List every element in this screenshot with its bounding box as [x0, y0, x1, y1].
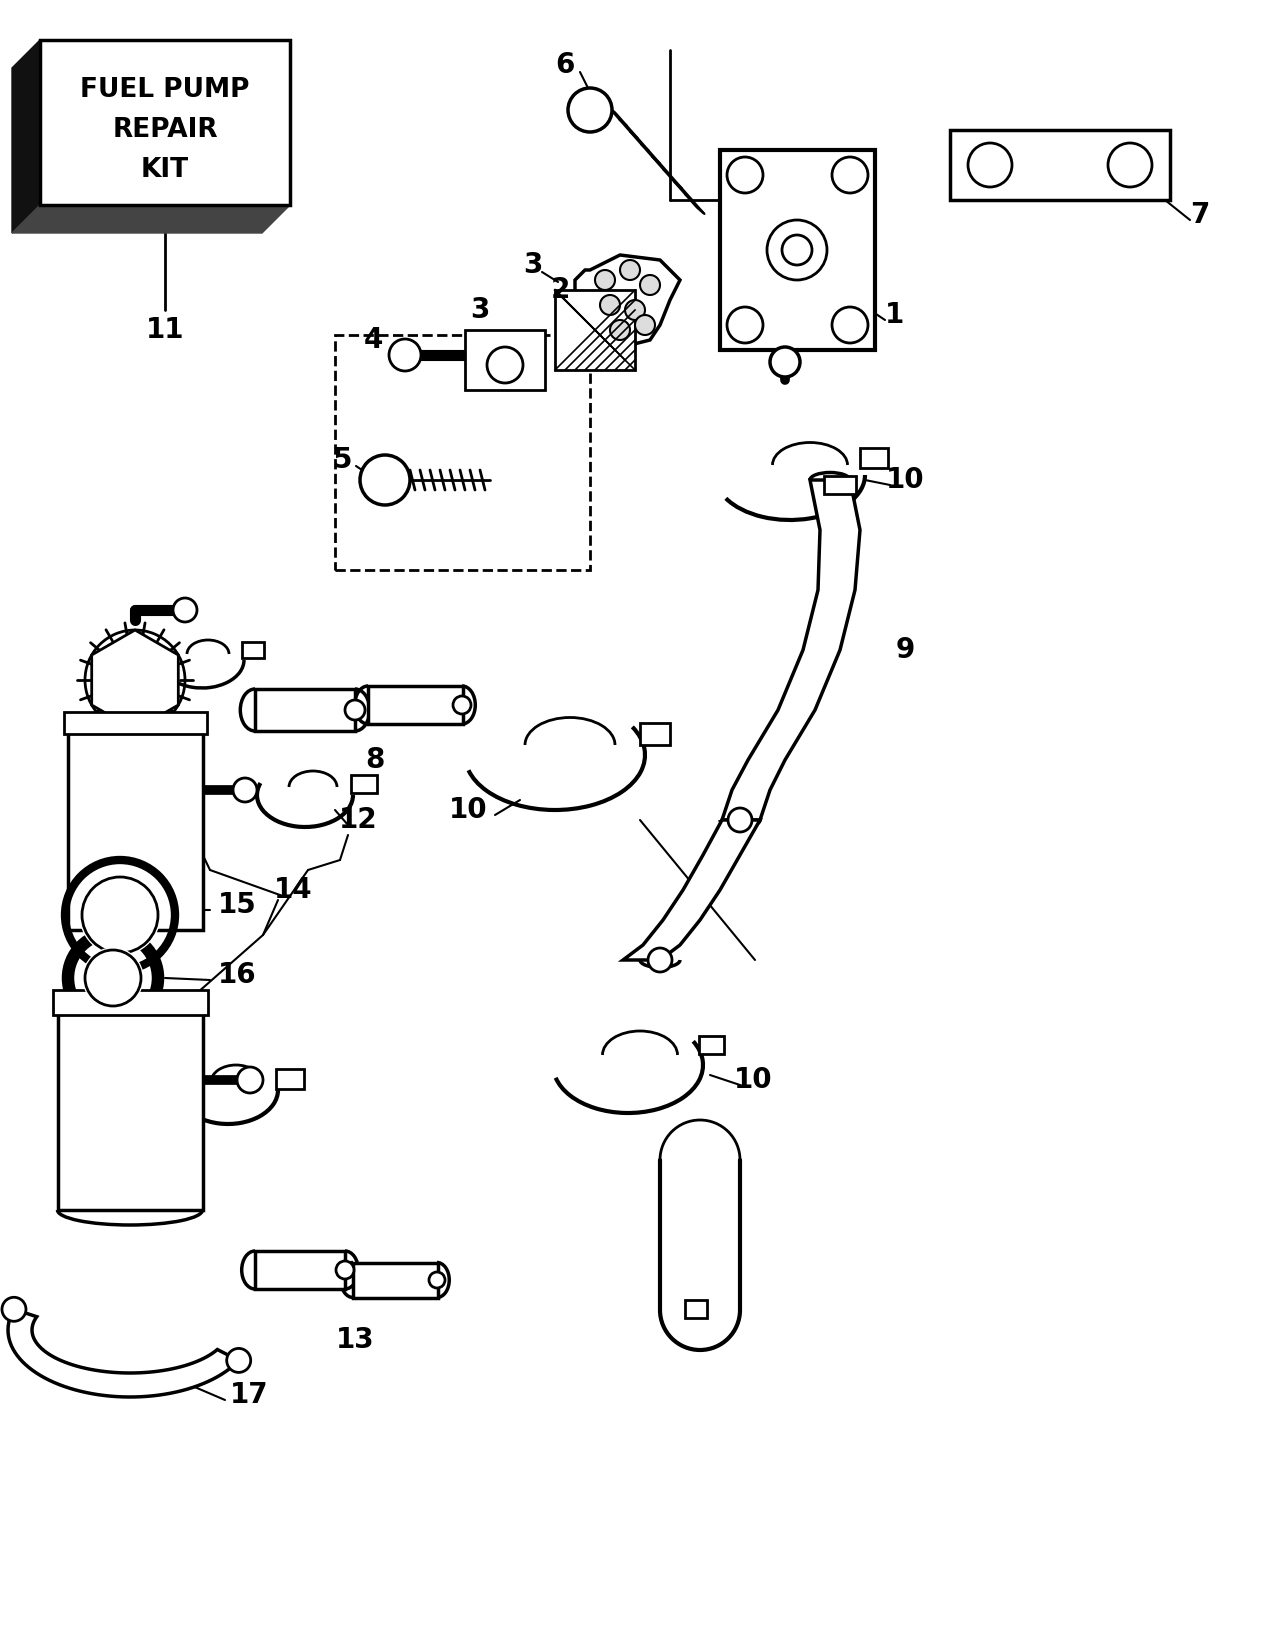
- Polygon shape: [12, 206, 291, 233]
- Bar: [950, 130, 1170, 201]
- Polygon shape: [8, 1309, 238, 1397]
- Text: KIT: KIT: [141, 156, 189, 182]
- Text: 10: 10: [733, 1065, 772, 1093]
- Bar: [68, 730, 204, 931]
- Text: 4: 4: [364, 326, 383, 353]
- Circle shape: [832, 156, 868, 192]
- Bar: [52, 990, 207, 1014]
- Circle shape: [968, 143, 1012, 187]
- Text: 3: 3: [524, 252, 543, 279]
- Text: 13: 13: [335, 1327, 374, 1355]
- Circle shape: [625, 299, 645, 321]
- Circle shape: [640, 275, 660, 294]
- Bar: [685, 1300, 707, 1318]
- Polygon shape: [575, 255, 680, 345]
- Text: 15: 15: [218, 891, 257, 919]
- Circle shape: [83, 949, 143, 1008]
- Circle shape: [79, 875, 160, 955]
- Polygon shape: [623, 820, 760, 960]
- Bar: [351, 774, 378, 792]
- Circle shape: [832, 307, 868, 344]
- Circle shape: [486, 347, 524, 383]
- Bar: [353, 1263, 438, 1299]
- Bar: [719, 150, 876, 350]
- Circle shape: [568, 89, 612, 132]
- Text: 10: 10: [449, 796, 488, 824]
- Text: 8: 8: [365, 746, 385, 774]
- Text: 7: 7: [1190, 201, 1210, 229]
- Circle shape: [771, 347, 800, 376]
- Circle shape: [648, 949, 672, 972]
- Circle shape: [782, 235, 812, 265]
- Circle shape: [595, 270, 614, 289]
- Text: 16: 16: [218, 962, 256, 990]
- Circle shape: [429, 1272, 445, 1287]
- Circle shape: [1108, 143, 1152, 187]
- Text: 1: 1: [886, 301, 905, 329]
- Circle shape: [635, 316, 655, 335]
- Bar: [824, 477, 856, 493]
- Text: 12: 12: [339, 806, 378, 834]
- Text: 17: 17: [230, 1381, 269, 1409]
- Circle shape: [3, 1297, 26, 1322]
- Circle shape: [360, 455, 410, 505]
- Text: 3: 3: [470, 296, 490, 324]
- Polygon shape: [722, 480, 860, 820]
- Circle shape: [620, 260, 640, 279]
- Circle shape: [389, 339, 421, 372]
- Bar: [64, 712, 207, 733]
- Circle shape: [728, 807, 753, 832]
- Text: 14: 14: [274, 876, 312, 904]
- Circle shape: [453, 695, 471, 713]
- Text: 10: 10: [886, 465, 924, 493]
- Bar: [255, 689, 355, 732]
- Bar: [465, 330, 545, 390]
- Bar: [369, 686, 463, 723]
- Text: FUEL PUMP: FUEL PUMP: [81, 77, 250, 104]
- Text: 6: 6: [556, 51, 575, 79]
- Text: 5: 5: [333, 446, 353, 473]
- Bar: [255, 1251, 346, 1289]
- Bar: [640, 723, 669, 745]
- Circle shape: [335, 1261, 355, 1279]
- Circle shape: [227, 1348, 251, 1373]
- Circle shape: [611, 321, 630, 340]
- Circle shape: [727, 156, 763, 192]
- Bar: [556, 289, 635, 370]
- Text: 9: 9: [896, 636, 915, 664]
- Text: 2: 2: [550, 276, 570, 304]
- Polygon shape: [92, 630, 178, 730]
- Bar: [242, 643, 264, 658]
- Circle shape: [727, 307, 763, 344]
- Bar: [335, 335, 590, 570]
- Bar: [860, 449, 888, 469]
- Circle shape: [346, 700, 365, 720]
- Circle shape: [600, 294, 620, 316]
- Bar: [276, 1069, 305, 1088]
- Bar: [699, 1036, 724, 1054]
- Bar: [58, 1009, 204, 1210]
- Polygon shape: [12, 39, 40, 233]
- Circle shape: [767, 220, 827, 279]
- Text: REPAIR: REPAIR: [113, 117, 218, 143]
- Text: 11: 11: [146, 316, 184, 344]
- Circle shape: [173, 598, 197, 621]
- Bar: [40, 39, 291, 206]
- Circle shape: [233, 778, 257, 802]
- Circle shape: [237, 1067, 262, 1093]
